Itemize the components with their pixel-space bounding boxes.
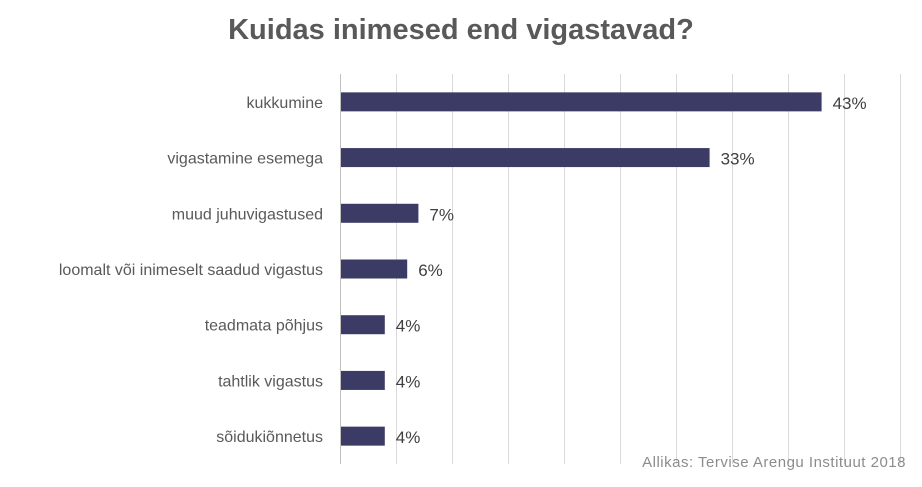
bar bbox=[341, 148, 710, 168]
bars bbox=[341, 92, 822, 446]
category-label: teadmata põhjus bbox=[205, 318, 323, 335]
data-label: 6% bbox=[418, 261, 443, 280]
category-label: loomalt või inimeselt saadud vigastus bbox=[59, 262, 323, 279]
data-label: 43% bbox=[833, 94, 867, 113]
bar bbox=[341, 92, 822, 112]
data-label: 4% bbox=[396, 428, 421, 447]
category-label: sõidukiõnnetus bbox=[216, 429, 323, 446]
bar bbox=[341, 315, 385, 335]
category-label: kukkumine bbox=[247, 95, 324, 112]
category-label: tahtlik vigastus bbox=[218, 373, 323, 390]
data-label: 4% bbox=[396, 317, 421, 336]
bar bbox=[341, 370, 385, 390]
chart-title: Kuidas inimesed end vigastavad? bbox=[228, 14, 694, 46]
bar bbox=[341, 203, 419, 223]
data-label: 7% bbox=[429, 205, 454, 224]
category-label: muud juhuvigastused bbox=[172, 206, 323, 223]
category-label: vigastamine esemega bbox=[167, 151, 323, 168]
bar bbox=[341, 259, 408, 279]
data-label: 33% bbox=[721, 150, 755, 169]
data-label: 4% bbox=[396, 372, 421, 391]
bar bbox=[341, 426, 385, 446]
value-labels: 43% 33% 7% 6% 4% 4% 4% bbox=[396, 94, 867, 447]
category-labels: kukkumine vigastamine esemega muud juhuvig… bbox=[59, 95, 323, 446]
source-note: Allikas: Tervise Arengu Instituut 2018 bbox=[642, 454, 906, 471]
